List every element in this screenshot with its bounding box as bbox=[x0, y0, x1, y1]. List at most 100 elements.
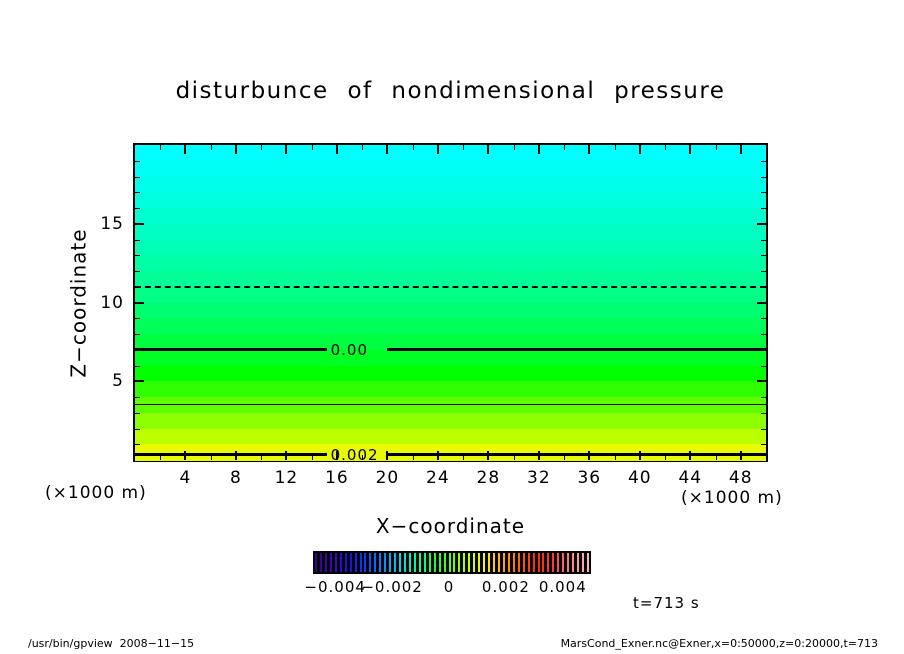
y-tick-label: 10 bbox=[100, 292, 124, 313]
x-tick-label: 28 bbox=[476, 468, 501, 488]
color-band bbox=[135, 192, 766, 209]
colorbar-stripe bbox=[334, 553, 337, 572]
x-major-tick bbox=[234, 145, 237, 154]
colorbar-stripe bbox=[468, 553, 471, 572]
colorbar-stripe bbox=[319, 553, 322, 572]
y-tick-label: 15 bbox=[100, 213, 124, 234]
x-major-tick bbox=[689, 451, 692, 460]
x-major-tick bbox=[436, 451, 439, 460]
colorbar-stripe bbox=[458, 553, 461, 572]
colorbar-stripe bbox=[567, 553, 570, 572]
x-minor-tick bbox=[665, 455, 667, 460]
colorbar-stripe bbox=[344, 553, 347, 572]
colorbar-tick-label: 0 bbox=[443, 578, 455, 596]
colorbar-stripe bbox=[389, 553, 392, 572]
colorbar-stripe bbox=[497, 553, 500, 572]
color-band bbox=[135, 412, 766, 430]
y-axis-title: Z−coordinate bbox=[58, 143, 100, 462]
colorbar-stripe bbox=[369, 553, 372, 572]
contour-line-dashed bbox=[135, 285, 766, 288]
x-major-tick bbox=[234, 451, 237, 460]
y-minor-tick bbox=[135, 397, 140, 398]
y-minor-tick bbox=[761, 318, 766, 320]
colorbar-stripe bbox=[478, 553, 481, 572]
x-minor-tick bbox=[665, 145, 667, 150]
x-major-tick bbox=[588, 145, 591, 154]
x-minor-tick bbox=[210, 145, 212, 150]
y-minor-tick bbox=[135, 271, 140, 272]
y-major-tick bbox=[757, 222, 766, 225]
x-major-tick bbox=[739, 451, 742, 460]
colorbar-stripe bbox=[329, 553, 332, 572]
colorbar-stripe bbox=[453, 553, 456, 572]
colorbar-stripe bbox=[527, 553, 530, 572]
y-minor-tick bbox=[761, 208, 766, 209]
x-major-tick bbox=[386, 451, 389, 460]
y-axis-unit-label: (×1000 m) bbox=[45, 483, 147, 503]
x-minor-tick bbox=[463, 145, 465, 150]
color-band bbox=[135, 381, 766, 398]
color-band bbox=[135, 365, 766, 382]
x-major-tick bbox=[184, 145, 187, 154]
y-minor-tick bbox=[135, 176, 140, 178]
x-tick-label: 12 bbox=[274, 468, 299, 488]
colorbar-stripe bbox=[408, 553, 411, 572]
colorbar-stripe bbox=[502, 553, 505, 572]
x-major-tick bbox=[638, 451, 641, 460]
contour-line bbox=[135, 348, 328, 352]
x-tick-label: 32 bbox=[527, 468, 551, 488]
x-minor-tick bbox=[311, 455, 313, 460]
y-minor-tick bbox=[761, 239, 766, 241]
x-major-tick bbox=[184, 451, 187, 460]
x-minor-tick bbox=[463, 455, 465, 460]
y-minor-tick bbox=[761, 365, 766, 367]
colorbar-stripe bbox=[493, 553, 496, 572]
contour-line bbox=[387, 348, 766, 352]
colorbar-stripe bbox=[428, 553, 431, 572]
plot-frame: 0.00 0.002 4 8 12 16 20 24 28 32 36 40 44 48 5 10 15 bbox=[100, 143, 768, 488]
y-minor-tick bbox=[761, 397, 766, 398]
footer-data-source-stamp: MarsCond_Exner.nc@Exner,x=0:50000,z=0:20… bbox=[560, 637, 878, 650]
color-band bbox=[135, 160, 766, 178]
colorbar-stripe bbox=[557, 553, 560, 572]
colorbar-stripe bbox=[552, 553, 555, 572]
color-band bbox=[135, 428, 766, 445]
x-minor-tick bbox=[160, 145, 162, 150]
x-minor-tick bbox=[513, 145, 515, 150]
color-band bbox=[135, 208, 766, 225]
color-band bbox=[135, 145, 766, 162]
y-minor-tick bbox=[135, 239, 140, 241]
y-minor-tick bbox=[135, 428, 140, 430]
x-axis-title: X−coordinate bbox=[375, 514, 526, 538]
x-minor-tick bbox=[412, 145, 414, 150]
x-minor-tick bbox=[160, 455, 162, 460]
y-major-tick bbox=[757, 380, 766, 383]
x-minor-tick bbox=[715, 145, 717, 150]
colorbar-stripe bbox=[384, 553, 387, 572]
contour-line bbox=[135, 404, 766, 406]
y-minor-tick bbox=[135, 318, 140, 320]
colorbar-stripe bbox=[324, 553, 327, 572]
colorbar-stripe bbox=[577, 553, 580, 572]
colorbar-stripe bbox=[413, 553, 416, 572]
color-band bbox=[135, 318, 766, 335]
colorbar-stripe bbox=[537, 553, 540, 572]
colorbar-stripe bbox=[587, 553, 589, 572]
color-band bbox=[135, 255, 766, 272]
x-tick-label: 44 bbox=[678, 468, 703, 488]
x-tick-label: 20 bbox=[375, 468, 400, 488]
x-major-tick bbox=[588, 451, 591, 460]
y-major-tick bbox=[135, 222, 144, 225]
colorbar-stripe bbox=[448, 553, 451, 572]
y-axis-title-text: Z−coordinate bbox=[67, 227, 92, 378]
x-major-tick bbox=[335, 451, 338, 460]
x-tick-label: 36 bbox=[577, 468, 602, 488]
color-band bbox=[135, 302, 766, 319]
colorbar-stripe bbox=[542, 553, 545, 572]
contour-line bbox=[135, 453, 328, 457]
y-minor-tick bbox=[761, 428, 766, 430]
contour-label: 0.002 bbox=[330, 445, 379, 464]
colorbar-stripe bbox=[354, 553, 357, 572]
y-tick-label: 5 bbox=[112, 371, 124, 392]
